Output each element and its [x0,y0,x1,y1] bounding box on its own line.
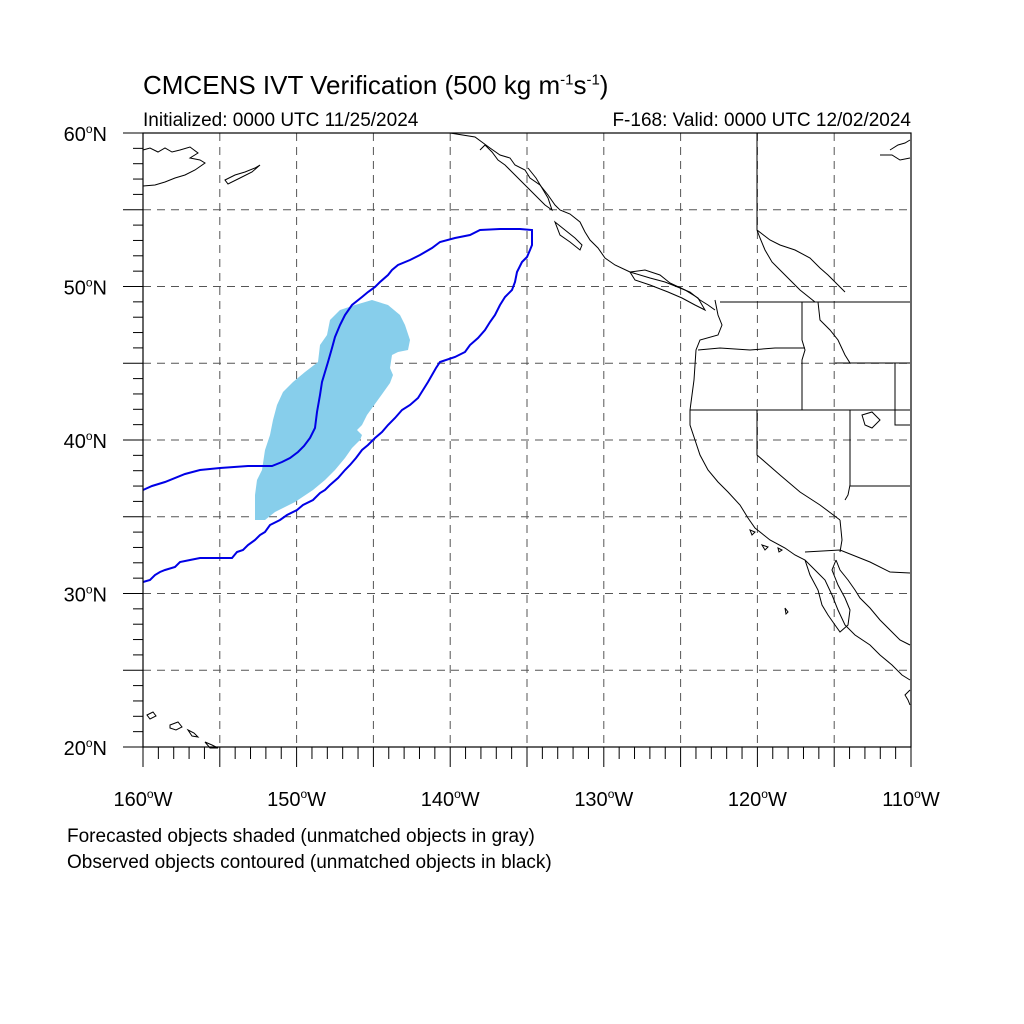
longitude-labels: 160oW 150oW 140oW 130oW 120oW 110oW [114,787,940,811]
lon-label: 150oW [267,787,326,811]
lon-label: 160oW [114,787,173,811]
political-boundaries [690,133,911,574]
coastlines [142,132,911,749]
map-ticks [123,132,912,767]
forecast-object [255,300,410,520]
map-frame [142,132,912,748]
lon-label: 140oW [421,787,480,811]
map-gridlines [143,133,911,747]
valid-time: F-168: Valid: 0000 UTC 12/02/2024 [612,110,911,131]
initialized-time: Initialized: 0000 UTC 11/25/2024 [143,110,419,131]
observed-legend-note: Observed objects contoured (unmatched ob… [67,852,552,873]
lat-label: 20oN [64,736,107,760]
lat-label: 60oN [64,122,107,146]
forecast-legend-note: Forecasted objects shaded (unmatched obj… [67,826,535,847]
lon-label: 110oW [882,787,940,811]
latitude-labels: 60oN 50oN 40oN 30oN 20oN [64,122,107,760]
lon-label: 130oW [574,787,633,811]
observed-object-contour [142,228,533,583]
chart-title: CMCENS IVT Verification (500 kg m-1s-1) [143,70,609,100]
lon-label: 120oW [728,787,787,811]
lat-label: 30oN [64,583,107,607]
lat-label: 50oN [64,276,107,300]
lat-label: 40oN [64,429,107,453]
